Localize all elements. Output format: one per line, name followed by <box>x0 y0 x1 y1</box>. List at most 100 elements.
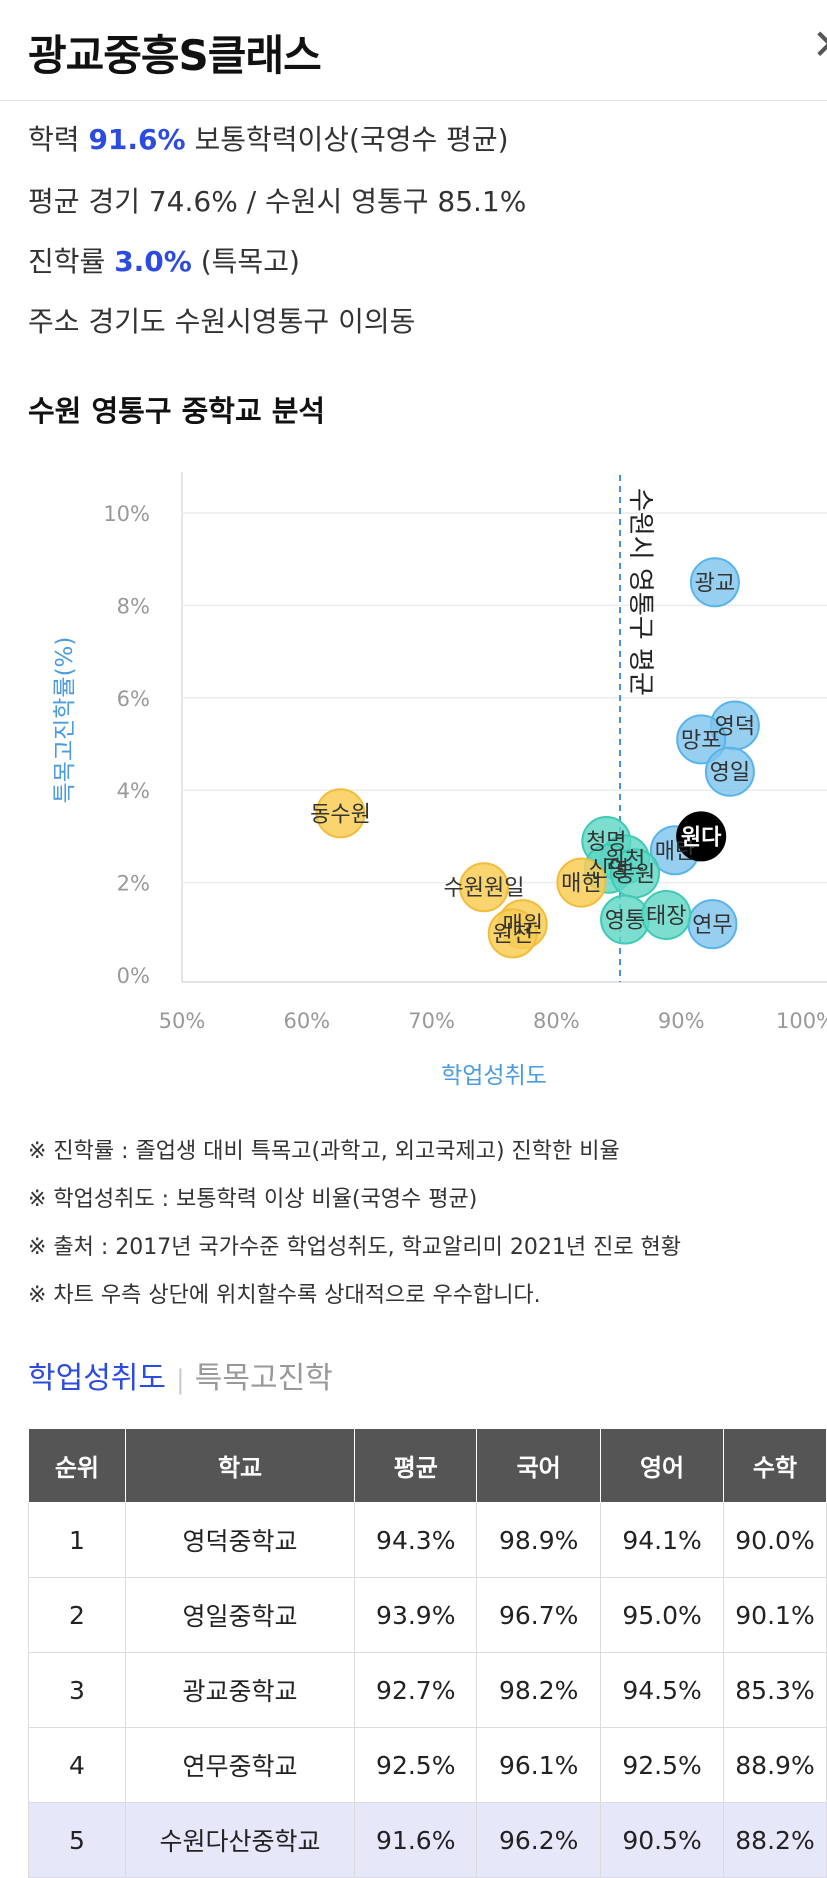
achievement-info: 학력 91.6% 보통학력이상(국영수 평균) <box>28 118 509 158</box>
cell-rank: 5 <box>28 1802 126 1878</box>
point-label: 신영 <box>589 858 629 883</box>
point <box>315 788 366 839</box>
advance-label: 진학률 <box>28 245 106 278</box>
scatter-chart: 0% 2% 4% 6% 8% 10% 50% 60% 70% 80% 90% 100% 학업성취도 특목고… <box>52 472 827 1089</box>
cell-english: 92.5% <box>600 1727 724 1803</box>
table-row-selected[interactable]: 5 수원다산중학교 91.6% 96.2% 90.5% 88.2% <box>28 1802 827 1878</box>
table-row[interactable]: 1 영덕중학교 94.3% 98.9% 94.1% 90.0% <box>28 1502 827 1578</box>
point-label: 원천 <box>605 849 645 874</box>
address-label: 주소 <box>28 305 80 338</box>
point-label: 영통 <box>605 909 645 934</box>
cell-average: 94.3% <box>354 1502 478 1578</box>
point-label: 망포 <box>681 728 721 753</box>
ranking-tabs: 학업성취도 | 특목고진학 <box>28 1353 333 1397</box>
note-achievement: ※ 학업성취도 : 보통학력 이상 비율(국영수 평균) <box>28 1187 478 1212</box>
address-text: 경기도 수원시영통구 이의동 <box>88 305 416 338</box>
y-tick-label: 8% <box>117 594 150 618</box>
cell-english: 94.5% <box>600 1652 724 1728</box>
average-text: 경기 74.6% / 수원시 영통구 85.1% <box>88 185 527 218</box>
cell-average: 92.7% <box>354 1652 478 1728</box>
y-tick-label: 6% <box>117 687 150 711</box>
average-info: 평균 경기 74.6% / 수원시 영통구 85.1% <box>28 180 526 220</box>
table-row[interactable]: 2 영일중학교 93.9% 96.7% 95.0% 90.1% <box>28 1577 827 1653</box>
point-label: 광교 <box>695 571 735 596</box>
table-row[interactable]: 3 광교중학교 92.7% 98.2% 94.5% 85.3% <box>28 1652 827 1728</box>
point-label: 매현 <box>561 872 601 897</box>
point <box>641 889 692 940</box>
reference-line-label: 수원시 영통구 평균 <box>625 488 655 696</box>
point-label: 동원 <box>615 862 655 887</box>
point-selected <box>676 811 727 862</box>
cell-korean: 96.7% <box>476 1577 602 1653</box>
advance-value: 3.0% <box>114 245 192 278</box>
cell-korean: 96.2% <box>476 1802 602 1878</box>
cell-english: 90.5% <box>600 1802 724 1878</box>
point-label: 원다 <box>681 825 722 850</box>
advance-info: 진학률 3.0% (특목고) <box>28 240 300 280</box>
x-tick-label: 50% <box>159 1009 206 1033</box>
cell-math: 88.9% <box>722 1727 827 1803</box>
point <box>704 746 755 797</box>
header: 광교중흥S클래스 ✕ <box>0 0 827 101</box>
cell-school: 광교중학교 <box>124 1652 356 1728</box>
x-tick-label: 90% <box>658 1009 705 1033</box>
cell-english: 95.0% <box>600 1577 724 1653</box>
point-label: 매탄 <box>655 839 695 864</box>
cell-average: 93.9% <box>354 1577 478 1653</box>
note-advance-rate: ※ 진학률 : 졸업생 대비 특목고(과학고, 외고국제고) 진학한 비율 <box>28 1139 620 1164</box>
table-header-row: 순위 학교 평균 국어 영어 수학 <box>28 1428 827 1503</box>
cell-korean: 96.1% <box>476 1727 602 1803</box>
y-tick-label: 0% <box>117 964 150 988</box>
point-label: 영덕 <box>715 715 755 740</box>
tab-achievement[interactable]: 학업성취도 <box>28 1361 166 1396</box>
cell-rank: 3 <box>28 1652 126 1728</box>
point-label: 영일 <box>710 761 750 786</box>
address-info: 주소 경기도 수원시영통구 이의동 <box>28 300 415 340</box>
cell-average: 92.5% <box>354 1727 478 1803</box>
average-label: 평균 <box>28 185 80 218</box>
section-title: 수원 영통구 중학교 분석 <box>28 394 326 428</box>
col-school: 학교 <box>124 1428 356 1503</box>
tab-advance[interactable]: 특목고진학 <box>194 1361 333 1396</box>
col-rank: 순위 <box>28 1428 126 1503</box>
x-tick-label: 80% <box>533 1009 580 1033</box>
cell-rank: 1 <box>28 1502 126 1578</box>
cell-english: 94.1% <box>600 1502 724 1578</box>
ranking-table: 순위 학교 평균 국어 영어 수학 1 영덕중학교 94.3% 98.9% 94… <box>28 1428 827 1878</box>
cell-average: 91.6% <box>354 1802 478 1878</box>
col-average: 평균 <box>354 1428 478 1503</box>
cell-school: 영덕중학교 <box>124 1502 356 1578</box>
achievement-label: 학력 <box>28 123 80 156</box>
cell-rank: 2 <box>28 1577 126 1653</box>
y-tick-label: 4% <box>117 779 150 803</box>
y-tick-label: 2% <box>117 872 150 896</box>
y-axis-label: 특목고진학률(%) <box>52 637 78 804</box>
cell-math: 88.2% <box>722 1802 827 1878</box>
page-title: 광교중흥S클래스 <box>28 31 322 80</box>
col-english: 영어 <box>600 1428 724 1503</box>
cell-school: 영일중학교 <box>124 1577 356 1653</box>
note-position: ※ 차트 우측 상단에 위치할수록 상대적으로 우수합니다. <box>28 1283 541 1308</box>
cell-school: 수원다산중학교 <box>124 1802 356 1878</box>
tab-separator: | <box>176 1365 185 1395</box>
point-label: 연무 <box>692 913 732 938</box>
table-row[interactable]: 4 연무중학교 92.5% 96.1% 92.5% 88.9% <box>28 1727 827 1803</box>
achievement-value: 91.6% <box>88 123 186 156</box>
point-label: 매원 <box>502 913 542 938</box>
col-math: 수학 <box>722 1428 827 1503</box>
point-label: 수원원일 <box>444 876 525 901</box>
y-tick-label: 10% <box>103 502 150 526</box>
cell-rank: 4 <box>28 1727 126 1803</box>
close-icon[interactable]: ✕ <box>812 20 827 69</box>
point-label: 동수원 <box>310 802 371 827</box>
cell-korean: 98.2% <box>476 1652 602 1728</box>
x-tick-label: 60% <box>283 1009 330 1033</box>
achievement-desc: 보통학력이상(국영수 평균) <box>194 123 509 156</box>
x-axis-label: 학업성취도 <box>441 1063 547 1089</box>
cell-math: 90.1% <box>722 1577 827 1653</box>
point-label: 원천 <box>492 922 532 947</box>
point <box>676 714 727 765</box>
cell-math: 85.3% <box>722 1652 827 1728</box>
x-tick-label: 100% <box>776 1009 827 1033</box>
cell-korean: 98.9% <box>476 1502 602 1578</box>
